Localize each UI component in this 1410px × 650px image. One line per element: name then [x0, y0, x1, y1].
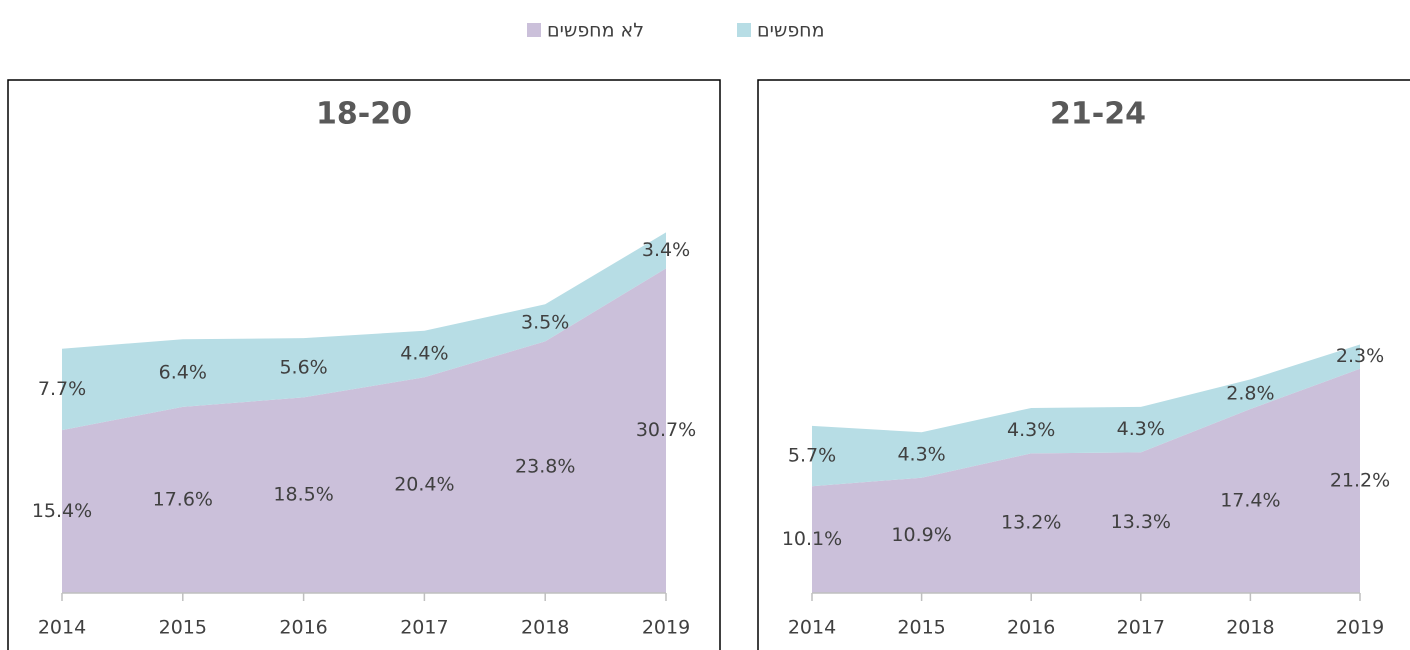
data-label: 5.6%: [279, 356, 327, 378]
x-tick-label: 2017: [1117, 617, 1165, 639]
x-tick-label: 2018: [1226, 617, 1274, 639]
data-label: 10.1%: [782, 528, 842, 550]
legend-swatch: [527, 23, 541, 37]
data-label: 23.8%: [515, 456, 575, 478]
x-tick-label: 2018: [521, 617, 569, 639]
x-tick-label: 2019: [1336, 617, 1384, 639]
data-label: 3.5%: [521, 311, 569, 333]
x-tick-label: 2015: [897, 617, 945, 639]
data-label: 13.2%: [1001, 512, 1061, 534]
data-label: 30.7%: [636, 419, 696, 441]
data-label: 7.7%: [38, 378, 86, 400]
legend-swatch: [737, 23, 751, 37]
x-tick-label: 2014: [788, 617, 836, 639]
data-label: 4.3%: [1007, 419, 1055, 441]
legend-label: מחפשים: [757, 20, 825, 42]
legend-label: לא מחפשים: [547, 20, 644, 42]
data-label: 20.4%: [394, 474, 454, 496]
data-label: 2.8%: [1226, 383, 1274, 405]
data-label: 18.5%: [273, 484, 333, 506]
data-label: 4.3%: [1117, 418, 1165, 440]
data-label: 2.3%: [1336, 345, 1384, 367]
x-tick-label: 2015: [159, 617, 207, 639]
data-label: 17.4%: [1220, 489, 1280, 511]
data-label: 10.9%: [891, 524, 951, 546]
data-label: 6.4%: [159, 362, 207, 384]
data-label: 4.4%: [400, 343, 448, 365]
x-tick-label: 2016: [279, 617, 327, 639]
area: [62, 232, 666, 431]
x-tick-label: 2019: [642, 617, 690, 639]
data-label: 5.7%: [788, 445, 836, 467]
panel-frame: [757, 79, 1410, 650]
data-label: 17.6%: [153, 488, 213, 510]
area: [62, 268, 666, 593]
x-tick-label: 2014: [38, 617, 86, 639]
chart-title: 18-20: [316, 97, 412, 132]
x-tick-label: 2017: [400, 617, 448, 639]
data-label: 4.3%: [897, 443, 945, 465]
data-label: 3.4%: [642, 239, 690, 261]
area: [812, 344, 1360, 487]
panel-frame: [7, 79, 721, 650]
x-tick-label: 2016: [1007, 617, 1055, 639]
area: [812, 368, 1360, 593]
chart-title: 21-24: [1050, 97, 1146, 132]
data-label: 15.4%: [32, 500, 92, 522]
data-label: 21.2%: [1330, 469, 1390, 491]
data-label: 13.3%: [1111, 511, 1171, 533]
